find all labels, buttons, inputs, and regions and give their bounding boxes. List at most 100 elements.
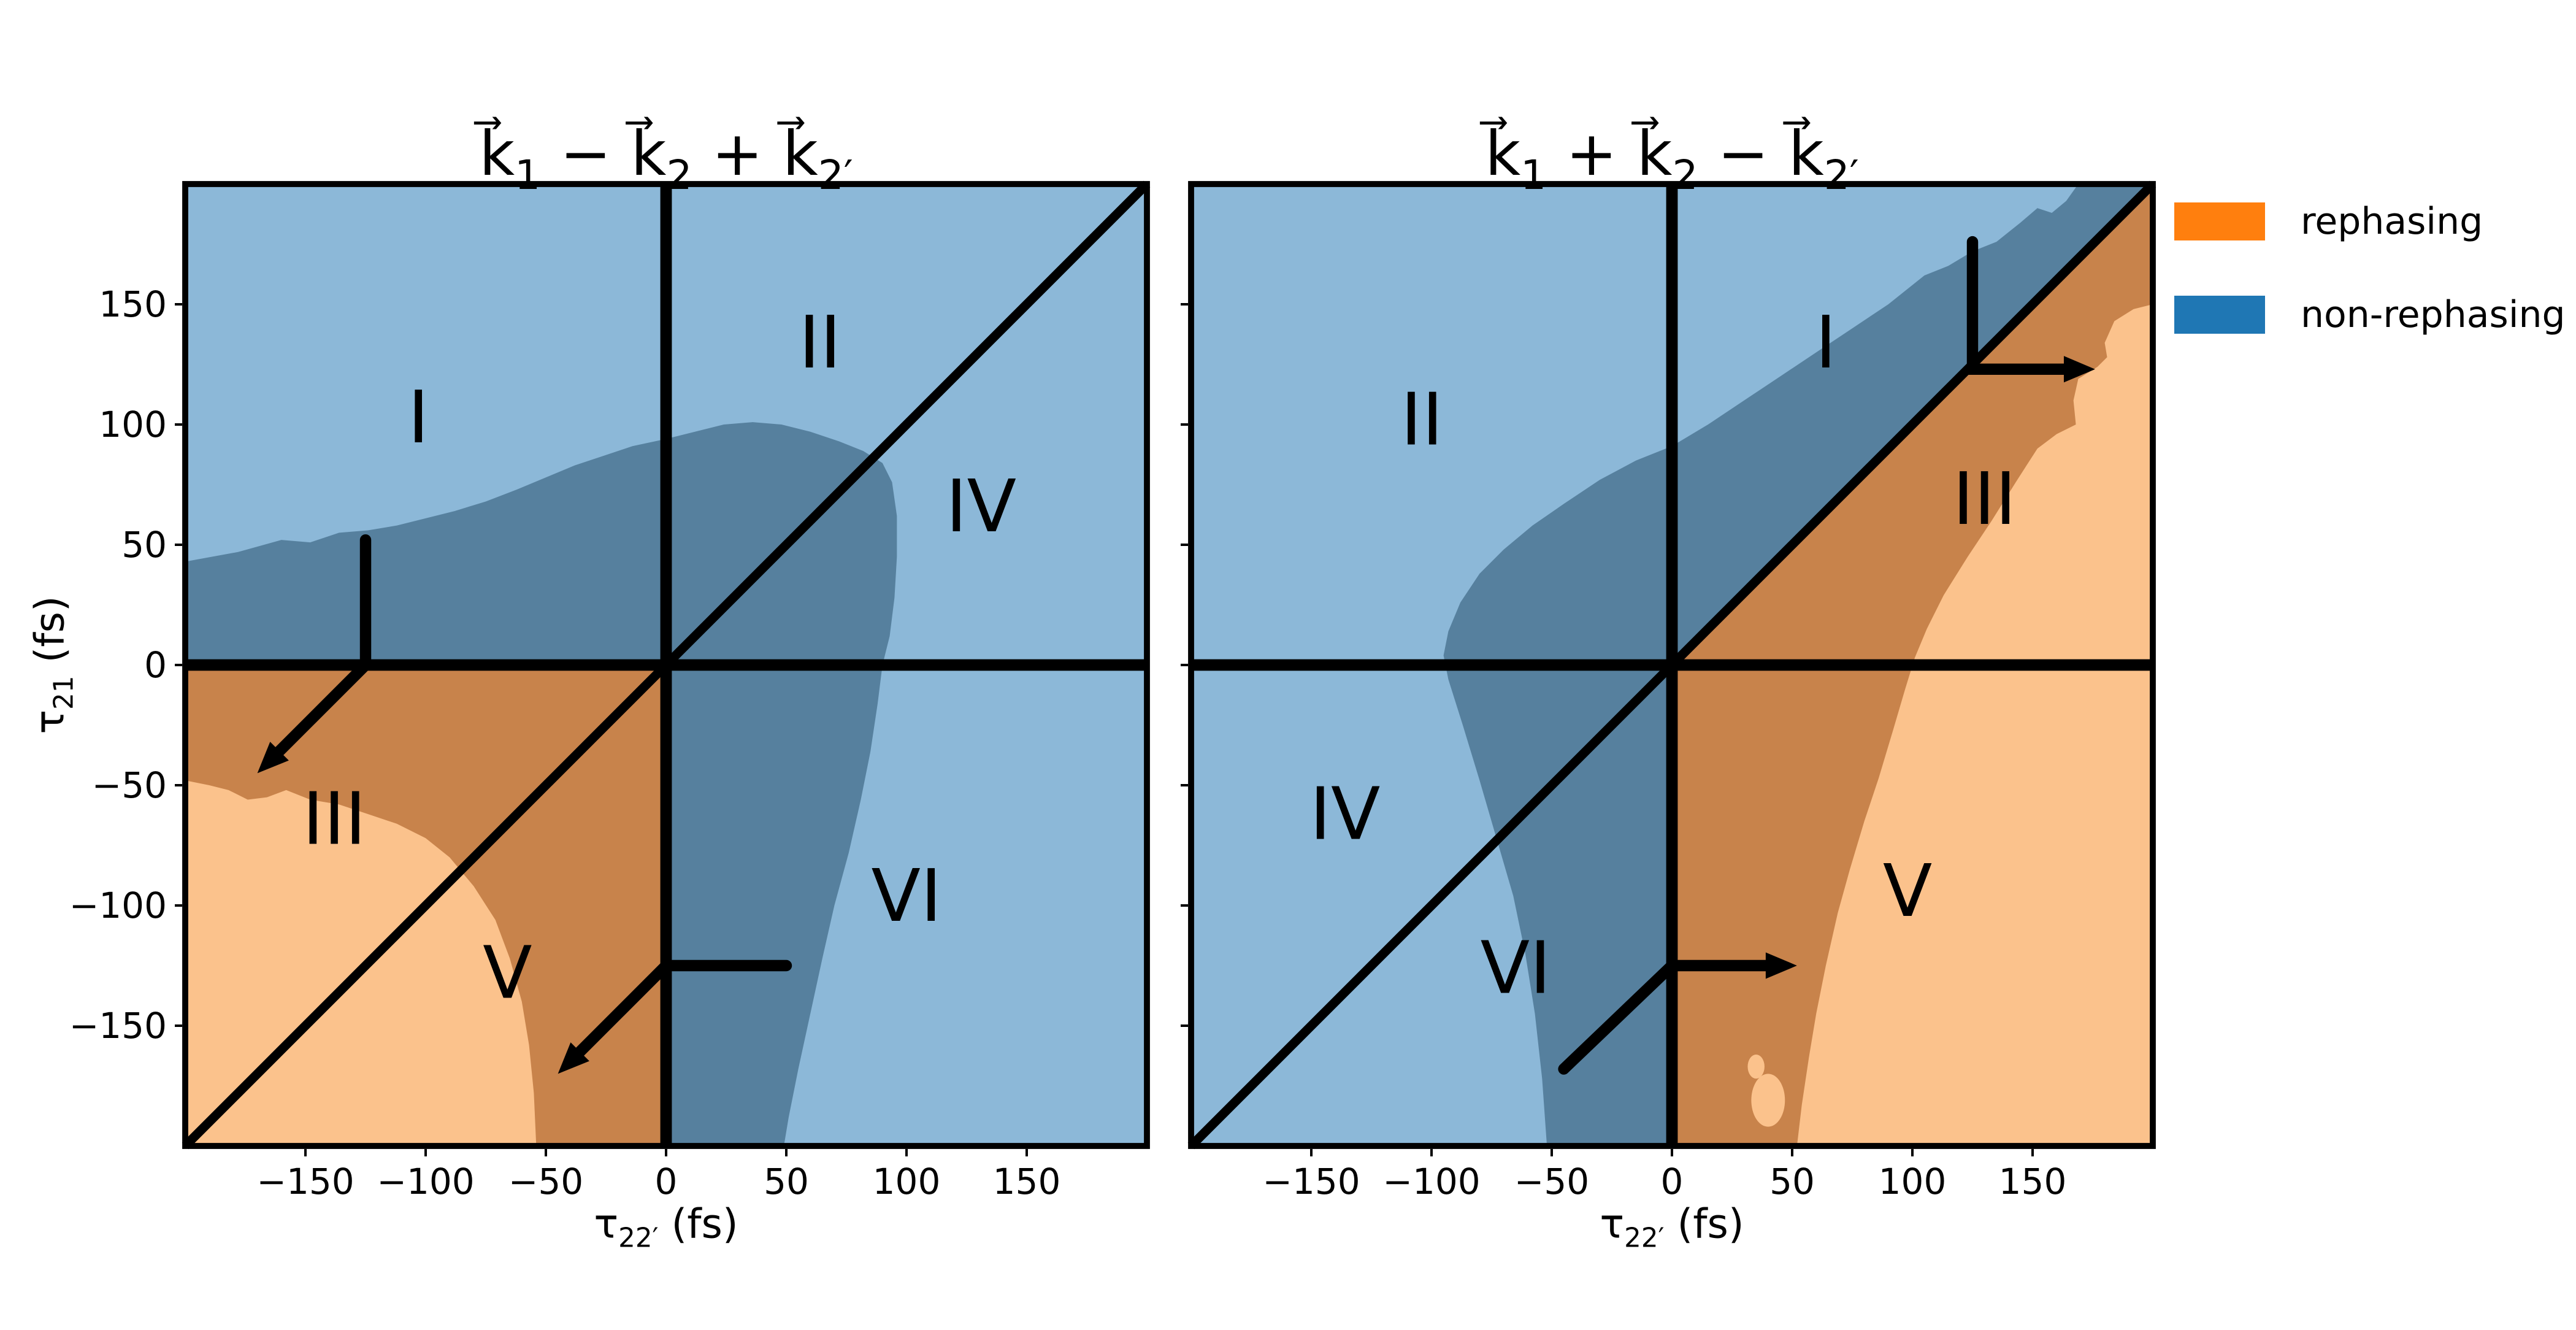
pulse-order-arrowhead bbox=[1765, 952, 1797, 979]
region-label-II: II bbox=[799, 301, 841, 385]
pulse-order-arrow bbox=[570, 959, 792, 1061]
y-tick-label: 100 bbox=[99, 404, 167, 445]
region-label-V: V bbox=[483, 931, 532, 1015]
contour-island bbox=[1751, 1074, 1785, 1127]
region-label-I: I bbox=[408, 375, 429, 459]
y-tick-mark bbox=[175, 664, 182, 666]
region-label-VI: VI bbox=[871, 854, 941, 938]
region-label-III: III bbox=[1953, 457, 2017, 541]
y-tick-mark bbox=[175, 423, 182, 426]
x-tick-mark bbox=[1310, 1149, 1313, 1156]
y-tick-label: −150 bbox=[69, 1005, 167, 1047]
legend-label-rephasing: rephasing bbox=[2301, 200, 2483, 243]
y-tick-mark bbox=[1181, 303, 1188, 306]
x-tick-mark bbox=[1551, 1149, 1553, 1156]
y-tick-label: 0 bbox=[144, 644, 167, 686]
wavevector-subscript: 1 bbox=[515, 152, 541, 199]
x-tick-label: −50 bbox=[508, 1161, 584, 1202]
x-tick-label: −100 bbox=[1382, 1161, 1481, 1202]
legend-item-rephasing: rephasing bbox=[2174, 200, 2566, 243]
wavevector-symbol: k⃗ bbox=[1485, 117, 1521, 190]
wavevector-symbol: k⃗ bbox=[1636, 117, 1673, 190]
y-tick-mark bbox=[1181, 423, 1188, 426]
x-tick-label: 0 bbox=[654, 1161, 678, 1202]
region-label-I: I bbox=[1815, 301, 1837, 385]
x-tick-label: 150 bbox=[1998, 1161, 2067, 1202]
x-tick-label: 150 bbox=[992, 1161, 1061, 1202]
x-tick-mark bbox=[1791, 1149, 1793, 1156]
x-tick-mark bbox=[1671, 1149, 1673, 1156]
title-operator: − bbox=[540, 117, 631, 190]
region-label-IV: IV bbox=[1309, 772, 1380, 856]
legend: rephasing non-rephasing bbox=[2174, 200, 2566, 389]
rephasing-swatch bbox=[2174, 202, 2265, 240]
x-tick-label: 100 bbox=[872, 1161, 941, 1202]
x-tick-label: 50 bbox=[764, 1161, 809, 1202]
y-tick-mark bbox=[175, 1024, 182, 1027]
y-tick-label: −50 bbox=[91, 764, 167, 806]
y-tick-label: −100 bbox=[69, 885, 167, 926]
x-axis-subscript: 22′ bbox=[1624, 1223, 1665, 1254]
wavevector-symbol: k⃗ bbox=[782, 117, 818, 190]
x-axis-unit: (fs) bbox=[1664, 1200, 1744, 1248]
legend-label-non-rephasing: non-rephasing bbox=[2301, 293, 2566, 336]
wavevector-symbol: k⃗ bbox=[631, 117, 667, 190]
x-tick-mark bbox=[785, 1149, 788, 1156]
title-operator: + bbox=[1546, 117, 1637, 190]
y-axis-symbol: τ bbox=[26, 709, 74, 734]
y-axis-subscript: 21 bbox=[48, 675, 80, 710]
x-axis-symbol: τ bbox=[594, 1200, 619, 1248]
plot-title-right: k⃗1 + k⃗2 − k⃗2′ bbox=[1485, 118, 1859, 199]
y-tick-mark bbox=[1181, 544, 1188, 546]
y-tick-mark bbox=[1181, 664, 1188, 666]
x-tick-mark bbox=[905, 1149, 908, 1156]
x-tick-mark bbox=[665, 1149, 667, 1156]
non-rephasing-overlap-contour bbox=[1443, 184, 2153, 1146]
x-tick-mark bbox=[1025, 1149, 1028, 1156]
x-tick-label: −150 bbox=[256, 1161, 355, 1202]
plot-border bbox=[182, 181, 1150, 1149]
region-label-VI: VI bbox=[1481, 926, 1551, 1010]
region-label-V: V bbox=[1883, 849, 1932, 933]
x-tick-mark bbox=[1430, 1149, 1433, 1156]
wavevector-subscript: 2 bbox=[1672, 152, 1698, 199]
x-tick-label: −50 bbox=[1514, 1161, 1590, 1202]
wavevector-subscript: 1 bbox=[1520, 152, 1547, 199]
x-tick-label: −100 bbox=[377, 1161, 475, 1202]
wavevector-subscript: 2′ bbox=[818, 152, 853, 199]
pulse-order-arrowhead bbox=[2063, 356, 2095, 383]
pulse-order-arrowhead bbox=[558, 1042, 589, 1074]
y-tick-mark bbox=[175, 784, 182, 786]
title-operator: − bbox=[1698, 117, 1788, 190]
left-plot: I II IV III V VI bbox=[182, 180, 1151, 1150]
y-tick-mark bbox=[175, 544, 182, 546]
wavevector-subscript: 2′ bbox=[1823, 152, 1859, 199]
x-axis-unit: (fs) bbox=[658, 1200, 738, 1248]
pulse-order-arrow bbox=[1558, 959, 1776, 1075]
x-tick-mark bbox=[2031, 1149, 2034, 1156]
right-plot: II I III IV VI V bbox=[1187, 180, 2156, 1150]
pulse-order-arrow bbox=[1966, 236, 2075, 375]
y-tick-label: 50 bbox=[121, 524, 167, 566]
plot-title-left: k⃗1 − k⃗2 + k⃗2′ bbox=[479, 118, 853, 199]
x-axis-label-right: τ22′ (fs) bbox=[1600, 1200, 1744, 1253]
contour-island bbox=[1747, 1055, 1765, 1079]
x-tick-mark bbox=[1911, 1149, 1914, 1156]
region-label-III: III bbox=[302, 777, 366, 861]
y-tick-label: 150 bbox=[99, 283, 167, 325]
legend-item-non-rephasing: non-rephasing bbox=[2174, 293, 2566, 336]
x-axis-symbol: τ bbox=[1600, 1200, 1625, 1248]
x-tick-label: −150 bbox=[1262, 1161, 1360, 1202]
x-tick-mark bbox=[304, 1149, 307, 1156]
plot-border bbox=[1188, 181, 2156, 1149]
x-tick-label: 0 bbox=[1660, 1161, 1684, 1202]
non-rephasing-swatch bbox=[2174, 296, 2265, 334]
wavevector-subscript: 2 bbox=[666, 152, 692, 199]
x-tick-label: 50 bbox=[1769, 1161, 1815, 1202]
x-tick-mark bbox=[545, 1149, 547, 1156]
x-axis-subscript: 22′ bbox=[618, 1223, 659, 1254]
y-tick-mark bbox=[1181, 784, 1188, 786]
